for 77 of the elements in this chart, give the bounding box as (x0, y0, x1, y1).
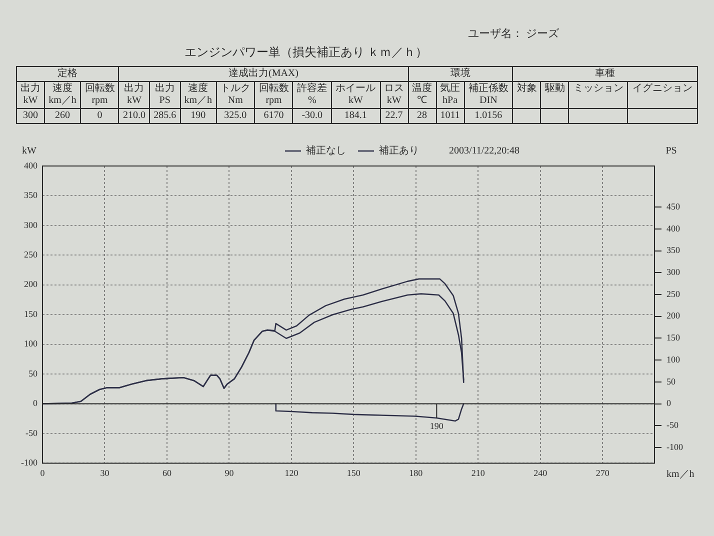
text: 0 (80, 108, 119, 124)
x-tick-label: 270 (596, 468, 610, 478)
x-tick-label: 60 (162, 468, 172, 478)
y-tick-label: -50 (25, 428, 38, 438)
y2-tick-label: 450 (666, 201, 681, 212)
y2-tick-label: 50 (666, 376, 676, 386)
y-tick-label: 200 (24, 279, 38, 290)
y2-tick-label: 150 (666, 332, 681, 343)
y-tick-label: 250 (24, 250, 38, 260)
x-tick-label: 150 (346, 468, 361, 478)
text: 回転数 rpm (80, 82, 119, 108)
text: 対象 (512, 82, 541, 108)
text: トルク Nm (216, 82, 255, 108)
text: 達成出力(MAX) (118, 66, 408, 82)
y-tick-label: 50 (28, 368, 38, 378)
text: 速度 km／h (180, 82, 216, 108)
y-tick-label: 100 (24, 338, 38, 349)
y2-tick-label: -50 (666, 420, 679, 430)
text: 定格 (16, 66, 119, 82)
text: エンジンパワー単（損失補正あり ｋｍ／ｈ） (184, 44, 428, 61)
y2-tick-label: 350 (666, 245, 681, 256)
text: 出力 kW (118, 82, 150, 108)
y2-tick-label: 300 (666, 267, 681, 277)
text: ロス kW (380, 82, 408, 108)
x-axis-title: km／h (666, 468, 694, 480)
x-tick-label: 90 (224, 468, 234, 478)
y-tick-label: 0 (32, 398, 38, 408)
y2-axis-title: PS (666, 146, 677, 157)
text: -30.0 (292, 108, 332, 124)
text: 1.0156 (464, 108, 513, 124)
text: ミッション (568, 82, 628, 108)
y2-tick-label: 200 (666, 310, 681, 321)
annotation: 190 (430, 420, 444, 431)
text: 補正係数 DIN (464, 82, 513, 108)
legend-label: 補正あり (379, 144, 419, 157)
text: 28 (408, 108, 436, 124)
y-tick-label: 150 (24, 308, 38, 319)
text: 車種 (512, 66, 698, 82)
text: 6170 (254, 108, 293, 124)
text: 325.0 (216, 108, 255, 124)
y-tick-label: -100 (20, 458, 38, 468)
text: 210.0 (118, 108, 150, 124)
text: 260 (44, 108, 81, 124)
text: 回転数 rpm (254, 82, 293, 108)
x-tick-label: 30 (100, 468, 110, 478)
text: 2003/11/22,20:48 (449, 146, 520, 157)
y-axis-title: kW (22, 146, 38, 157)
x-tick-label: 120 (284, 468, 299, 478)
y-tick-label: 300 (24, 220, 38, 230)
text: 1011 (436, 108, 464, 124)
text: 出力 kW (16, 82, 44, 108)
text: ホイール kW (331, 82, 380, 108)
x-tick-label: 180 (409, 468, 424, 478)
y2-tick-label: 250 (666, 288, 681, 299)
y-tick-label: 400 (24, 160, 38, 170)
x-tick-label: 240 (534, 468, 548, 478)
text: イグニション (628, 82, 698, 108)
y2-tick-label: 100 (666, 354, 681, 364)
legend-label: 補正なし (306, 144, 346, 157)
text: 温度 ℃ (408, 82, 436, 108)
text: 出力 PS (150, 82, 180, 108)
text: 速度 km／h (44, 82, 81, 108)
text: 22.7 (380, 108, 408, 124)
y2-tick-label: 400 (666, 223, 681, 234)
y-tick-label: 350 (24, 190, 38, 200)
text: 184.1 (331, 108, 380, 124)
text: 環境 (408, 66, 513, 82)
y2-tick-label: -100 (666, 442, 684, 452)
text: 気圧 hPa (436, 82, 464, 108)
text: 駆動 (540, 82, 569, 108)
y2-tick-label: 0 (666, 398, 672, 408)
x-tick-label: 210 (471, 468, 486, 478)
text: 許容差 % (292, 82, 332, 108)
text: 285.6 (150, 108, 180, 124)
text: ユーザ名： ジーズ (468, 27, 559, 41)
x-tick-label: 0 (40, 468, 46, 478)
text: 190 (180, 108, 216, 124)
